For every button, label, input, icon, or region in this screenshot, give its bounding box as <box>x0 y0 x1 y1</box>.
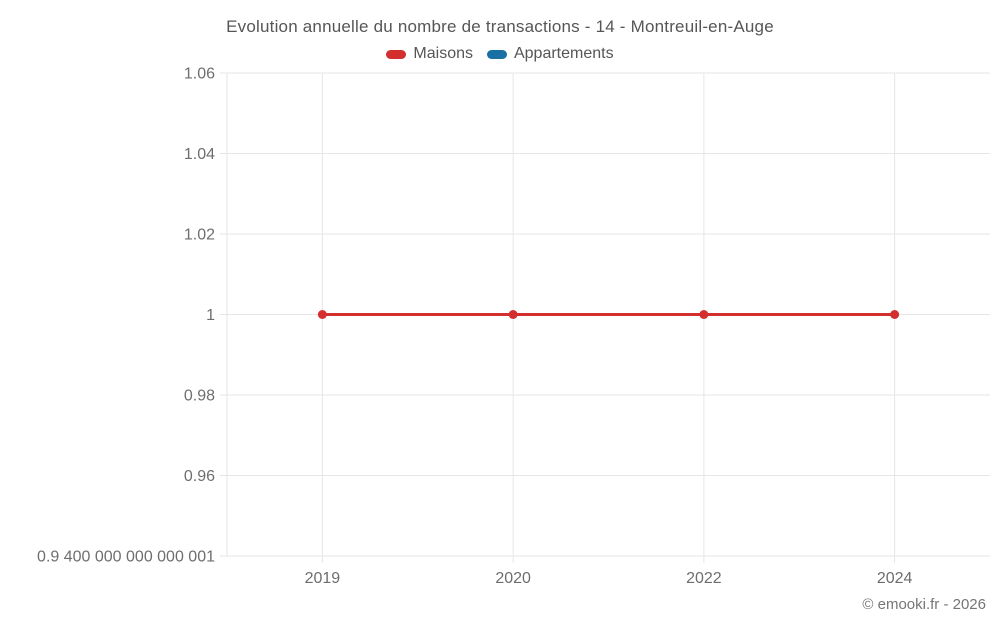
legend-swatch-appartements-icon <box>486 49 507 59</box>
legend-swatch-maisons-icon <box>386 49 407 59</box>
y-tick-label: 1 <box>206 307 215 324</box>
y-tick-label: 0.9 400 000 000 000 001 <box>37 549 215 566</box>
y-tick-label: 1.04 <box>184 146 215 163</box>
data-point-maisons[interactable] <box>508 310 518 319</box>
chart-title: Evolution annuelle du nombre de transact… <box>226 17 774 36</box>
legend-item-maisons[interactable]: Maisons <box>386 45 473 63</box>
data-point-maisons[interactable] <box>317 310 327 319</box>
x-tick-label: 2019 <box>305 570 341 587</box>
legend-item-appartements[interactable]: Appartements <box>486 45 614 63</box>
y-tick-label: 1.06 <box>184 66 215 83</box>
data-point-maisons[interactable] <box>890 310 900 319</box>
y-tick-label: 0.96 <box>184 468 215 485</box>
legend-label-maisons: Maisons <box>413 45 473 62</box>
x-tick-label: 2022 <box>686 570 722 587</box>
data-point-maisons[interactable] <box>699 310 709 319</box>
x-tick-label: 2024 <box>877 570 913 587</box>
copyright-credit: © emooki.fr - 2026 <box>862 596 986 613</box>
chart-legend: Maisons Appartements <box>0 45 1000 63</box>
y-tick-label: 0.98 <box>184 388 215 405</box>
x-tick-label: 2020 <box>495 570 531 587</box>
legend-label-appartements: Appartements <box>513 45 614 62</box>
y-tick-label: 1.02 <box>184 227 215 244</box>
